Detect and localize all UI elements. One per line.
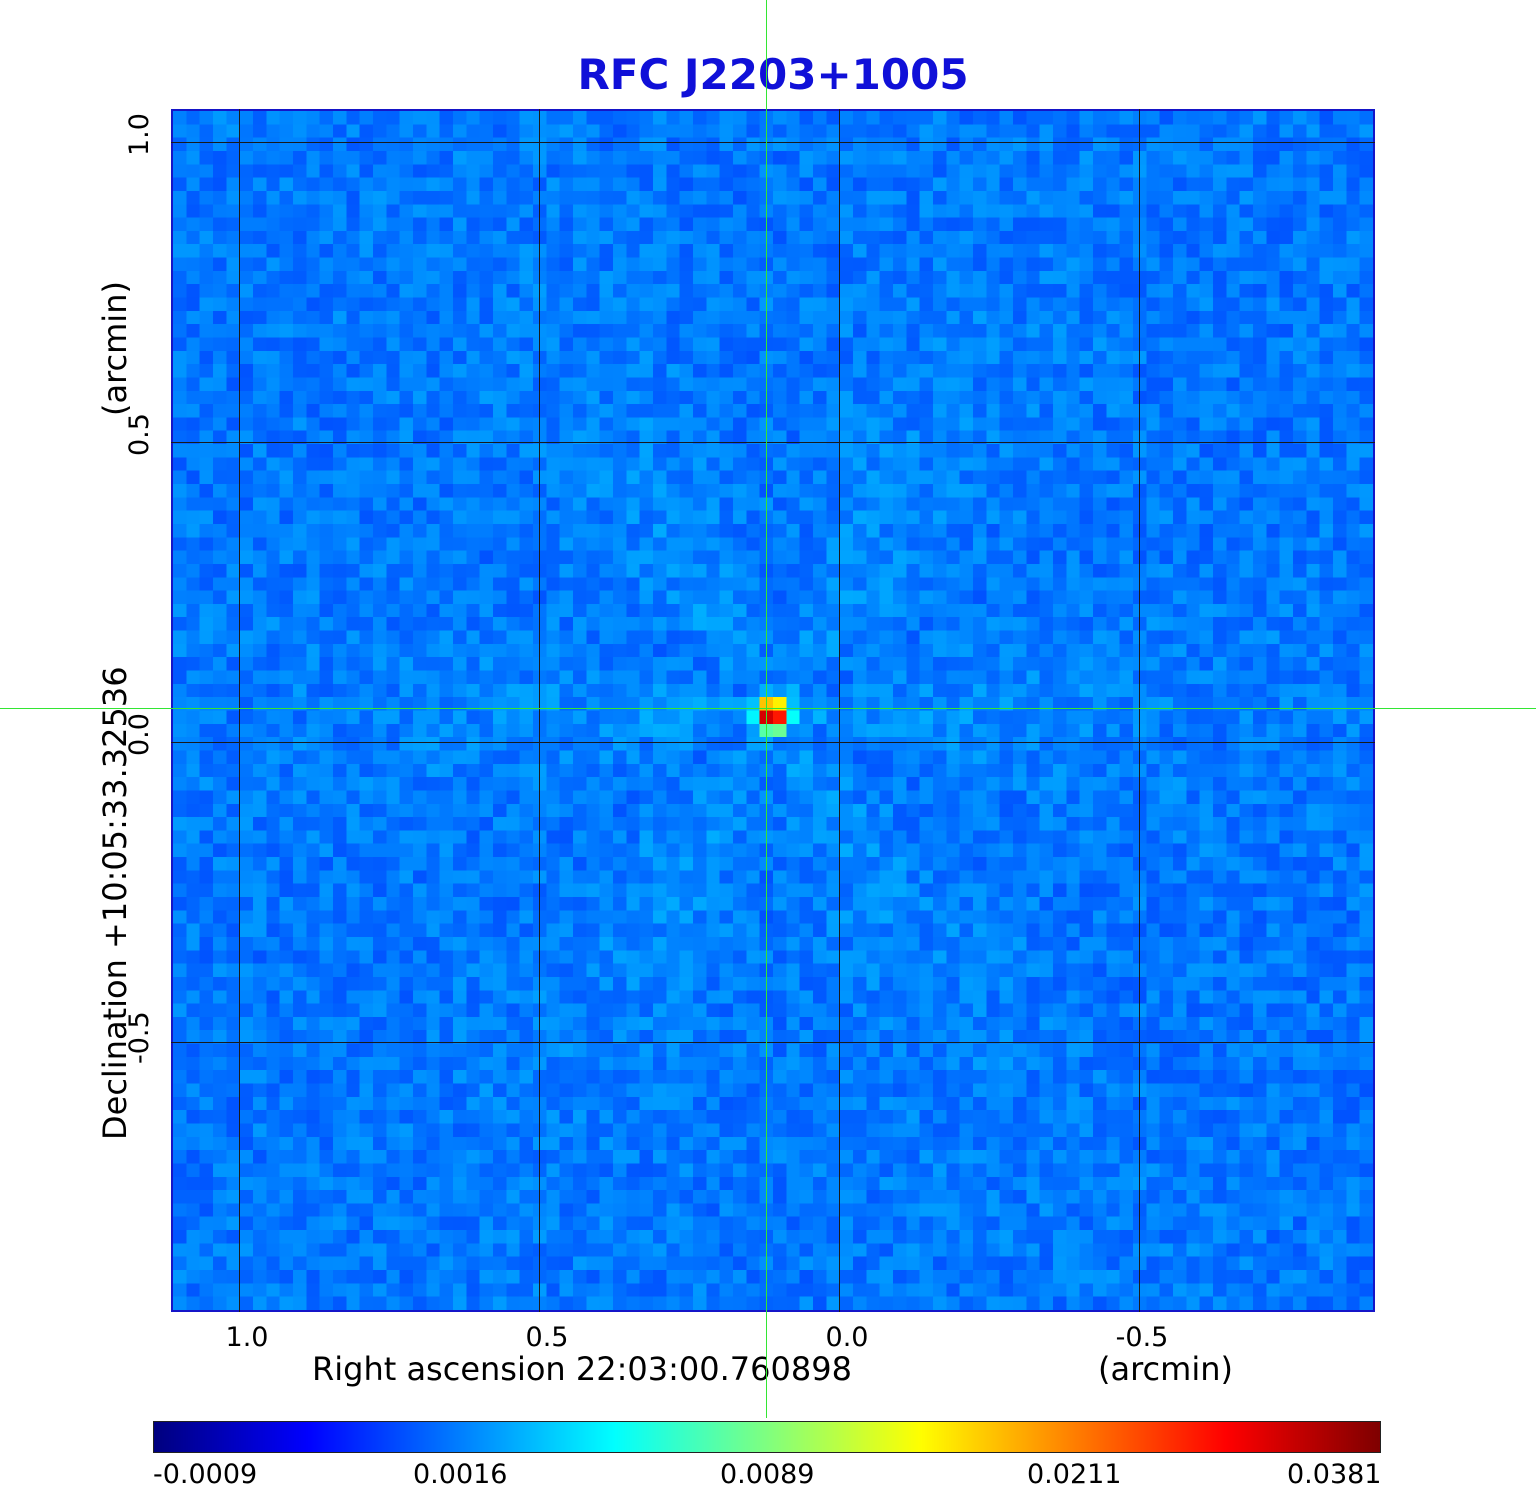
colorbar-tick-label: 0.0211 <box>1027 1459 1122 1490</box>
plot-title: RFC J2203+1005 <box>577 50 969 99</box>
image-pixels <box>173 111 1373 1310</box>
crosshair-vertical <box>766 0 767 1418</box>
y-axis-label: Declination +10:05:33.32536 <box>96 666 134 1140</box>
grid-line-x-1.0 <box>239 109 240 1312</box>
grid-line-x--0.5 <box>1139 109 1140 1312</box>
colorbar-tick-label: 0.0089 <box>720 1459 815 1490</box>
grid-line-x-0.0 <box>839 109 840 1312</box>
colorbar-tick-label: -0.0009 <box>153 1459 258 1490</box>
x-tick-label: -0.5 <box>1115 1322 1169 1353</box>
colorbar <box>153 1421 1381 1453</box>
grid-line-y-0.5 <box>171 442 1375 443</box>
x-axis-unit: (arcmin) <box>1098 1350 1233 1388</box>
grid-line-y--0.5 <box>171 1042 1375 1043</box>
grid-line-x-0.5 <box>539 109 540 1312</box>
y-tick-label: 0.5 <box>124 413 155 456</box>
x-axis-label: Right ascension 22:03:00.760898 <box>312 1350 852 1388</box>
y-axis-unit: (arcmin) <box>96 281 134 416</box>
grid-line-y-0.0 <box>171 742 1375 743</box>
colorbar-tick-label: 0.0381 <box>1287 1459 1382 1490</box>
crosshair-horizontal <box>0 708 1536 709</box>
colorbar-tick-label: 0.0016 <box>413 1459 508 1490</box>
grid-line-y-1.0 <box>171 142 1375 143</box>
x-tick-label: 1.0 <box>225 1322 269 1353</box>
radio-image <box>171 109 1375 1312</box>
y-tick-label: 1.0 <box>124 113 155 156</box>
x-tick-label: 0.5 <box>525 1322 569 1353</box>
x-tick-label: 0.0 <box>825 1322 869 1353</box>
